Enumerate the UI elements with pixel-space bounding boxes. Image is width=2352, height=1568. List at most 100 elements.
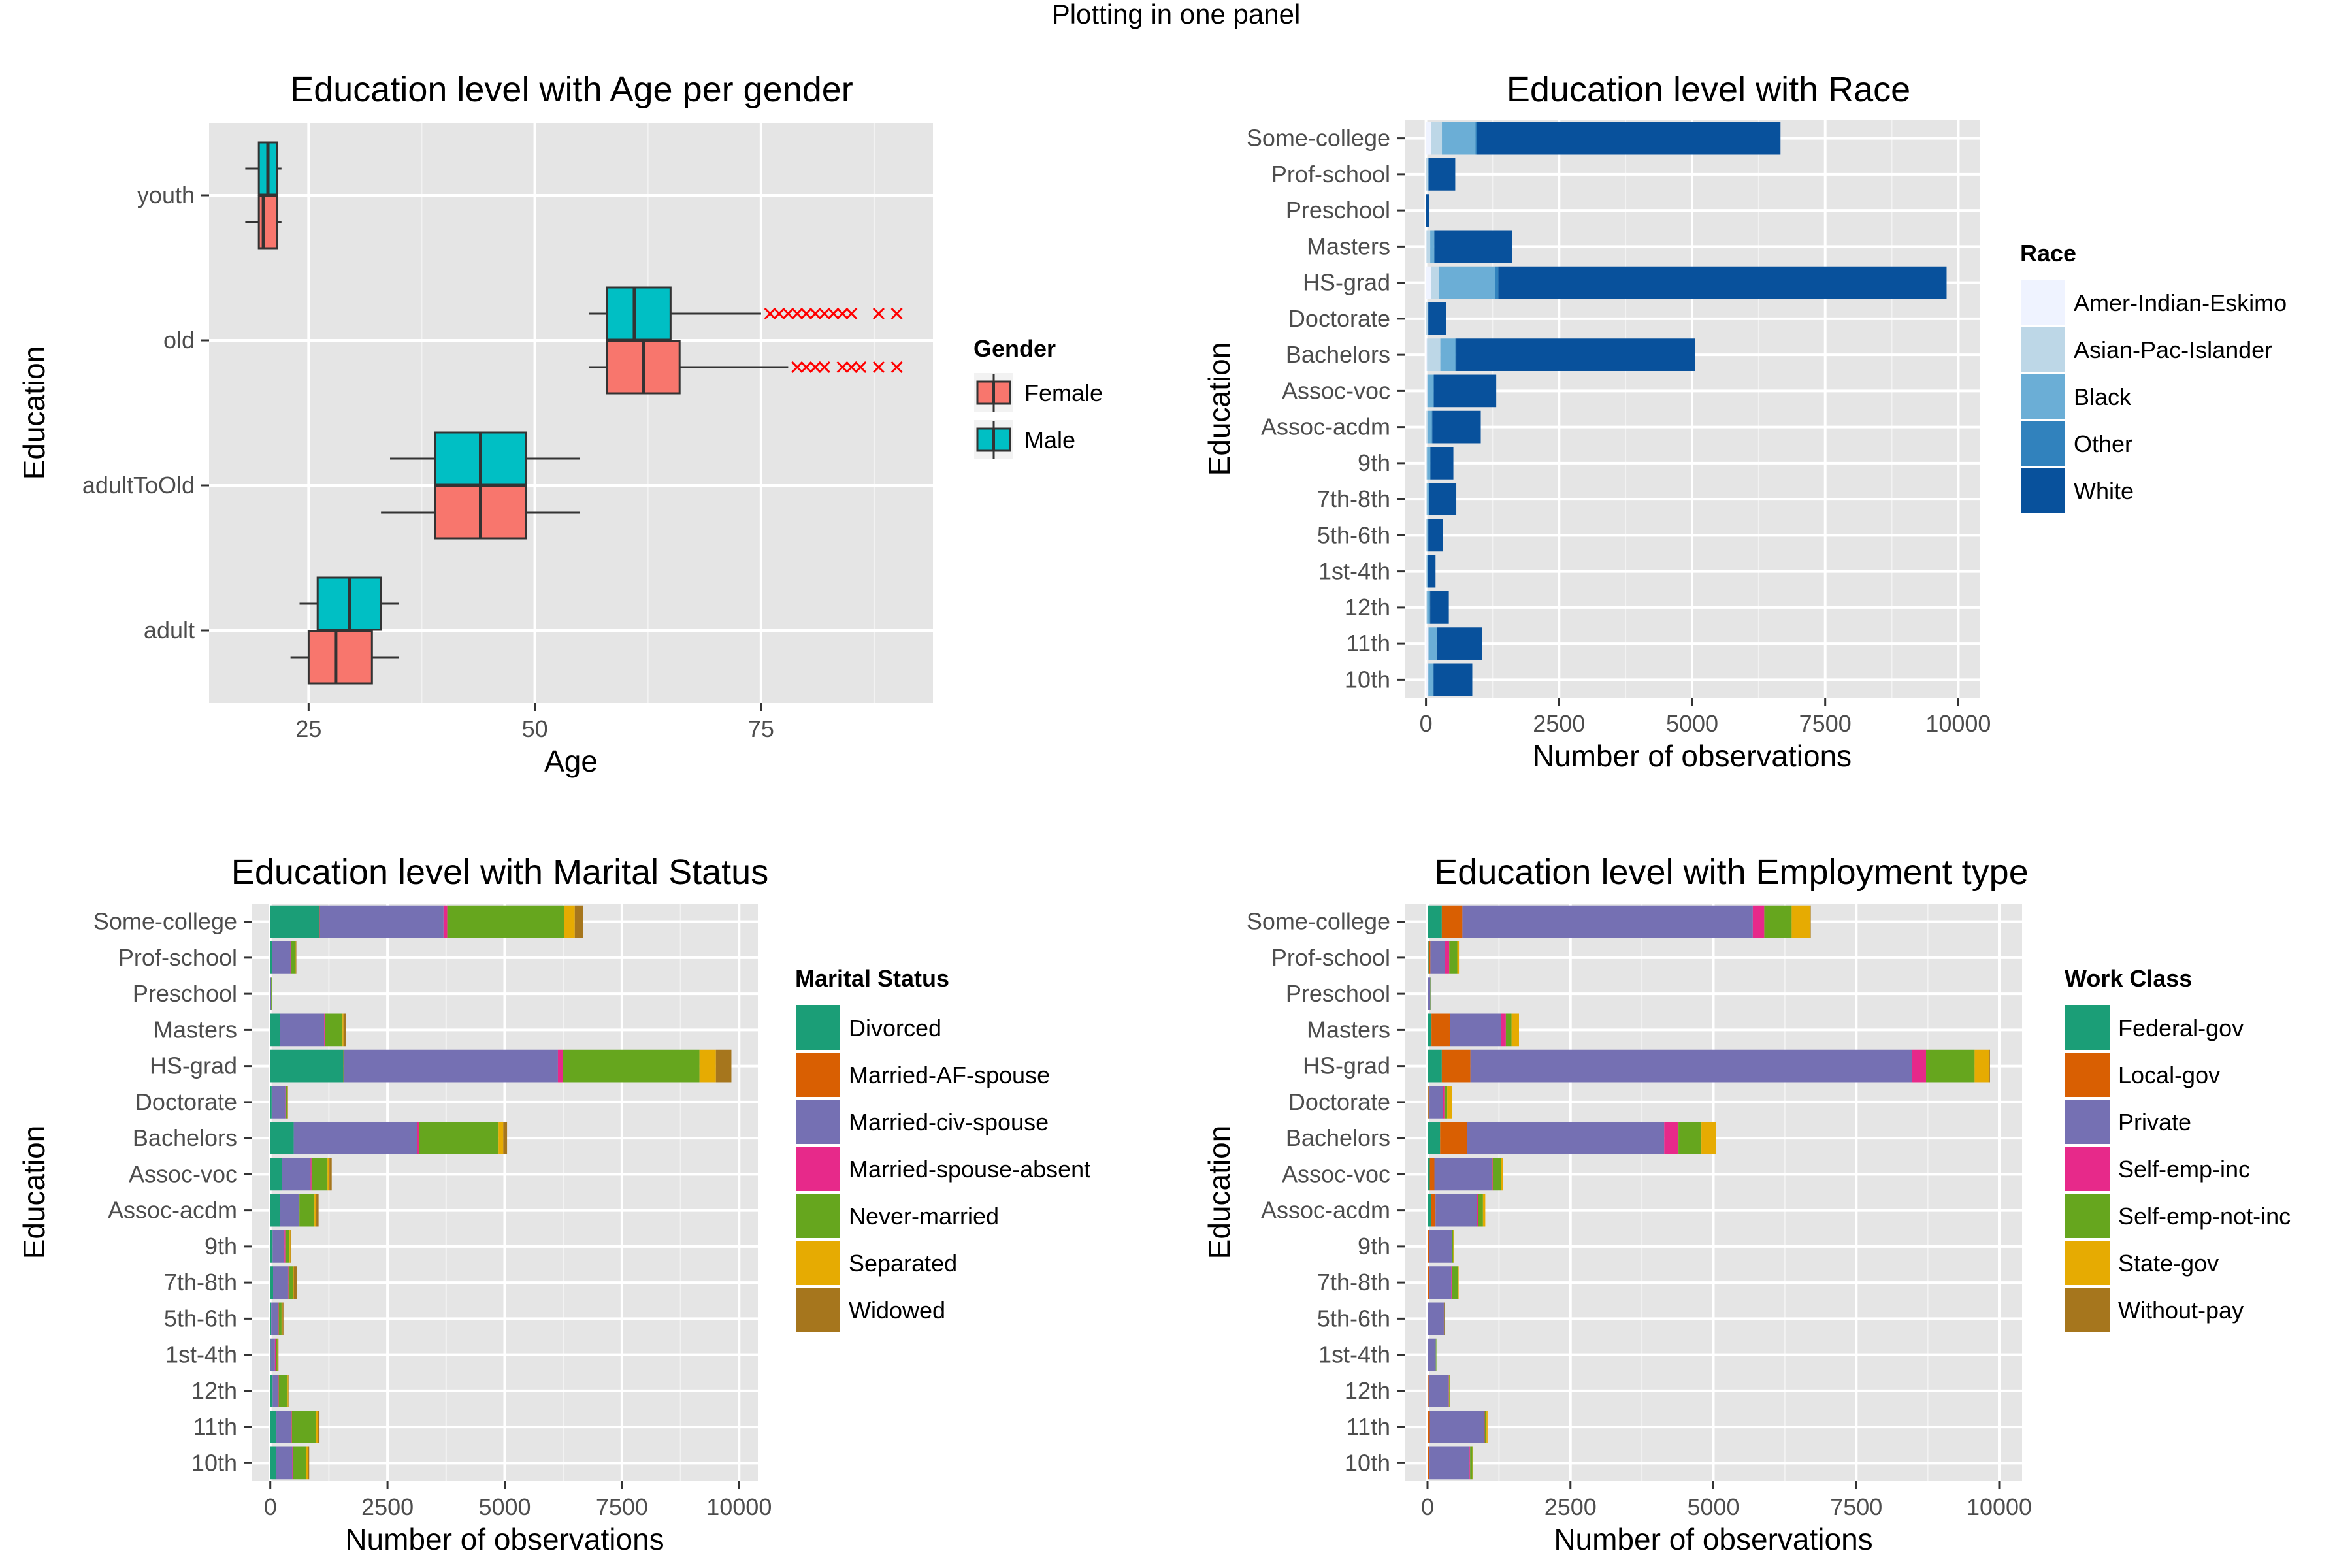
bar-hs-grad-married-spouse-absent: [557, 1049, 563, 1083]
y-tick-label: 5th-6th: [164, 1305, 237, 1331]
y-axis-title: Education: [1202, 1126, 1236, 1260]
legend-title: Gender: [973, 335, 1056, 362]
legend-label-private: Private: [2118, 1109, 2191, 1135]
bar-some-college-private: [1462, 905, 1753, 938]
box-male-adulttoold: [390, 431, 580, 486]
bar-10th-local-gov: [1428, 1446, 1430, 1480]
box-female-old: [589, 340, 903, 395]
bar-bachelors-separated: [498, 1122, 504, 1154]
legend-key-state-gov: [2064, 1239, 2111, 1286]
outlier-point: [890, 361, 903, 374]
bar-7th-8th-local-gov: [1428, 1266, 1430, 1299]
y-tick-label: 10th: [191, 1449, 237, 1476]
bar-prof-school-asian-pac-islander: [1426, 158, 1428, 191]
y-tick-label: Preschool: [1286, 197, 1390, 223]
bar-7th-8th-never-married: [288, 1266, 293, 1299]
outlier-point: [890, 307, 903, 320]
bar-assoc-acdm-married-civ-spouse: [280, 1194, 299, 1227]
bar-hs-grad-state-gov: [1974, 1049, 1990, 1083]
bar-1st-4th-married-spouse-absent: [274, 1338, 276, 1371]
y-tick-label: old: [163, 327, 195, 353]
bar-masters-widowed: [343, 1013, 346, 1047]
outlier-point: [845, 307, 858, 320]
bar-11th-local-gov: [1428, 1411, 1430, 1443]
y-tick-label: 10th: [1345, 1449, 1390, 1476]
legend-label-separated: Separated: [849, 1250, 957, 1277]
outlier-point: [791, 307, 804, 320]
bar-10th-white: [1433, 663, 1473, 696]
bar-10th-never-married: [293, 1446, 306, 1480]
y-tick-label: 9th: [204, 1233, 237, 1260]
bar-some-college-widowed: [574, 905, 583, 938]
legend-key-married-af-spouse: [794, 1051, 841, 1098]
bar-prof-school-separated: [295, 941, 296, 974]
x-tick-label: 2500: [1544, 1494, 1597, 1520]
outlier-point: [791, 361, 804, 374]
bar-9th-never-married: [285, 1230, 290, 1263]
bar-assoc-voc-separated: [327, 1158, 330, 1191]
bar-7th-8th-divorced: [270, 1266, 274, 1299]
x-tick-label: 0: [1421, 1494, 1434, 1520]
outlier-point: [872, 307, 885, 320]
y-tick-label: Prof-school: [1271, 944, 1390, 971]
panel-title: Education level with Race: [1507, 70, 1910, 109]
bar-hs-grad-self-emp-not-inc: [1926, 1049, 1975, 1083]
bar-7th-8th-asian-pac-islander: [1426, 483, 1428, 515]
y-axis-title: Education: [17, 1126, 51, 1260]
bar-bachelors-amer-indian-eskimo: [1426, 338, 1428, 371]
legend-label-married-af-spouse: Married-AF-spouse: [849, 1062, 1050, 1088]
bar-some-college-amer-indian-eskimo: [1426, 122, 1431, 155]
bar-preschool-married-civ-spouse: [270, 977, 272, 1010]
bar-5th-6th-private: [1428, 1302, 1444, 1335]
bar-11th-black: [1428, 627, 1437, 660]
bar-10th-divorced: [270, 1446, 276, 1480]
legend-key-married-spouse-absent: [794, 1145, 841, 1192]
outlier-point: [800, 307, 813, 320]
legend-label-local-gov: Local-gov: [2118, 1062, 2220, 1088]
outlier-point: [809, 307, 822, 320]
bar-some-college-local-gov: [1441, 905, 1463, 938]
y-tick-label: 7th-8th: [164, 1269, 237, 1296]
bar-masters-black: [1430, 230, 1434, 263]
bar-5th-6th-self-emp-not-inc: [1444, 1302, 1445, 1335]
bar-10th-separated: [306, 1446, 308, 1480]
bar-hs-grad-amer-indian-eskimo: [1426, 266, 1431, 299]
bar-assoc-voc-self-emp-inc: [1492, 1158, 1493, 1191]
y-tick-label: Doctorate: [1288, 1088, 1390, 1115]
x-tick-label: 0: [1420, 710, 1433, 737]
x-tick-label: 7500: [1799, 710, 1852, 737]
bar-some-college-asian-pac-islander: [1431, 122, 1443, 155]
bar-doctorate-separated: [287, 1086, 288, 1119]
x-tick-label: 5000: [1687, 1494, 1739, 1520]
y-tick-label: Masters: [154, 1016, 237, 1043]
box-iqr: [307, 630, 373, 685]
bar-11th-white: [1437, 627, 1482, 660]
bar-hs-grad-federal-gov: [1428, 1049, 1442, 1083]
bar-masters-state-gov: [1511, 1013, 1519, 1047]
bar-9th-white: [1430, 447, 1454, 480]
bar-assoc-acdm-self-emp-inc: [1477, 1194, 1478, 1227]
y-tick-label: Doctorate: [135, 1088, 237, 1115]
legend-label-black: Black: [2074, 384, 2132, 410]
bar-assoc-acdm-never-married: [299, 1194, 315, 1227]
bar-assoc-voc-other: [1433, 374, 1434, 408]
box-female-youth: [245, 195, 282, 250]
y-axis-title: Education: [1202, 342, 1236, 476]
bar-preschool-never-married: [271, 977, 272, 1010]
legend-key-asian-pac-islander: [2019, 326, 2066, 373]
bar-7th-8th-married-civ-spouse: [273, 1266, 288, 1299]
bar-assoc-voc-married-spouse-absent: [310, 1158, 312, 1191]
bar-9th-married-civ-spouse: [272, 1230, 285, 1263]
bar-10th-other: [1433, 663, 1434, 696]
bar-12th-widowed: [288, 1375, 289, 1407]
box-male-adult: [299, 576, 399, 631]
x-tick-label: 2500: [361, 1494, 414, 1520]
legend-key-self-emp-inc: [2064, 1145, 2111, 1192]
bar-11th-state-gov: [1486, 1411, 1488, 1443]
bar-hs-grad-black: [1439, 266, 1495, 299]
bar-hs-grad-asian-pac-islander: [1431, 266, 1439, 299]
marital-bar-panel: 0 2500 5000 7500 10000 Education level with M…: [17, 853, 1090, 1556]
bar-11th-widowed: [318, 1411, 320, 1443]
y-tick-label: 10th: [1345, 666, 1390, 693]
bar-12th-self-emp-inc: [1448, 1375, 1449, 1407]
